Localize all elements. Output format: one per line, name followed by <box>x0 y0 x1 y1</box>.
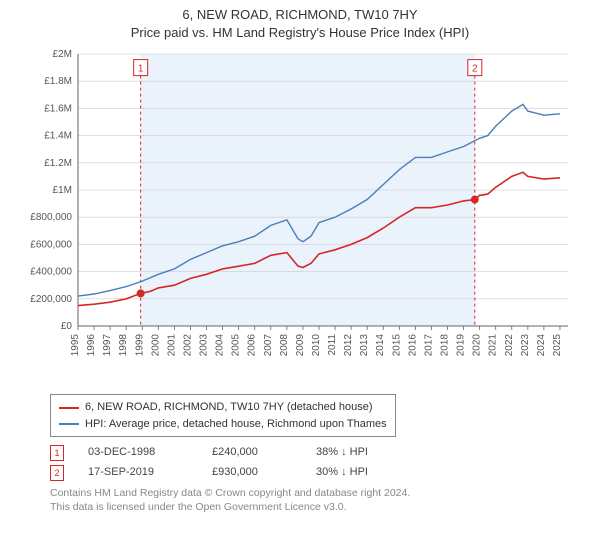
x-tick-label: 1996 <box>86 334 97 357</box>
transaction-date: 03-DEC-1998 <box>88 443 188 463</box>
x-tick-label: 2025 <box>552 334 563 357</box>
transactions-table: 1 03-DEC-1998 £240,000 38% ↓ HPI 2 17-SEP-201… <box>50 443 580 483</box>
plot-area: £0 £200,000 £400,000 £600,000 £800,000 £1M £1.… <box>20 46 580 386</box>
annotation-number: 1 <box>138 64 144 75</box>
legend-label: 6, NEW ROAD, RICHMOND, TW10 7HY (detache… <box>85 399 373 416</box>
x-tick-label: 2017 <box>423 334 434 357</box>
x-tick-label: 2018 <box>440 334 451 357</box>
x-tick-label: 2016 <box>407 334 418 357</box>
x-tick-label: 2002 <box>182 334 193 357</box>
x-tick-label: 1997 <box>102 334 113 357</box>
y-tick-label: £1.4M <box>44 131 72 142</box>
legend-row: 6, NEW ROAD, RICHMOND, TW10 7HY (detache… <box>59 399 387 416</box>
x-tick-label: 1999 <box>134 334 145 357</box>
x-tick-label: 2003 <box>199 334 210 357</box>
x-tick-label: 2014 <box>375 334 386 357</box>
x-tick-label: 2008 <box>279 334 290 357</box>
x-tick-label: 2020 <box>472 334 483 357</box>
legend-label: HPI: Average price, detached house, Rich… <box>85 416 387 433</box>
x-tick-label: 2012 <box>343 334 354 357</box>
x-tick-label: 2001 <box>166 334 177 357</box>
series-marker <box>137 290 145 298</box>
x-tick-label: 2023 <box>520 334 531 357</box>
x-tick-label: 2015 <box>391 334 402 357</box>
x-tick-label: 2004 <box>215 334 226 357</box>
x-tick-label: 2011 <box>327 334 338 356</box>
y-tick-label: £1.8M <box>44 77 72 88</box>
x-tick-label: 2000 <box>150 334 161 357</box>
x-tick-label: 2013 <box>359 334 370 357</box>
transaction-marker: 2 <box>50 465 64 481</box>
transaction-date: 17-SEP-2019 <box>88 463 188 483</box>
chart-container: 6, NEW ROAD, RICHMOND, TW10 7HY Price pa… <box>0 0 600 514</box>
chart-svg: £0 £200,000 £400,000 £600,000 £800,000 £1M £1.… <box>20 46 580 386</box>
x-tick-label: 2021 <box>488 334 499 357</box>
x-tick-label: 1995 <box>70 334 81 357</box>
y-tick-label: £1.6M <box>44 104 72 115</box>
x-tick-label: 2024 <box>536 334 547 357</box>
legend-row: HPI: Average price, detached house, Rich… <box>59 416 387 433</box>
x-tick-label: 2010 <box>311 334 322 357</box>
y-tick-label: £600,000 <box>30 240 72 251</box>
legend-swatch <box>59 407 79 409</box>
y-tick-label: £1.2M <box>44 158 72 169</box>
transaction-price: £930,000 <box>212 463 292 483</box>
title-line-1: 6, NEW ROAD, RICHMOND, TW10 7HY <box>0 6 600 24</box>
footer-line-1: Contains HM Land Registry data © Crown c… <box>50 487 580 501</box>
footer-line-2: This data is licensed under the Open Gov… <box>50 501 580 515</box>
footer-note: Contains HM Land Registry data © Crown c… <box>50 487 580 514</box>
x-tick-label: 2022 <box>504 334 515 357</box>
y-tick-label: £2M <box>53 49 72 60</box>
x-tick-label: 2005 <box>231 334 242 357</box>
legend-swatch <box>59 423 79 425</box>
legend-box: 6, NEW ROAD, RICHMOND, TW10 7HY (detache… <box>50 394 396 437</box>
series-marker <box>471 196 479 204</box>
annotation-number: 2 <box>472 64 478 75</box>
transaction-marker: 1 <box>50 445 64 461</box>
transaction-row: 1 03-DEC-1998 £240,000 38% ↓ HPI <box>50 443 580 463</box>
x-tick-label: 2009 <box>295 334 306 357</box>
x-tick-label: 2006 <box>247 334 258 357</box>
transaction-delta: 30% ↓ HPI <box>316 463 368 483</box>
transaction-row: 2 17-SEP-2019 £930,000 30% ↓ HPI <box>50 463 580 483</box>
y-tick-label: £200,000 <box>30 294 72 305</box>
x-tick-label: 2019 <box>456 334 467 357</box>
y-tick-label: £400,000 <box>30 267 72 278</box>
y-tick-label: £0 <box>61 321 73 332</box>
x-tick-label: 1998 <box>118 334 129 357</box>
y-tick-label: £1M <box>53 185 72 196</box>
transaction-price: £240,000 <box>212 443 292 463</box>
title-line-2: Price paid vs. HM Land Registry's House … <box>0 24 600 42</box>
title-block: 6, NEW ROAD, RICHMOND, TW10 7HY Price pa… <box>0 0 600 46</box>
y-tick-label: £800,000 <box>30 213 72 224</box>
transaction-delta: 38% ↓ HPI <box>316 443 368 463</box>
x-tick-label: 2007 <box>263 334 274 357</box>
